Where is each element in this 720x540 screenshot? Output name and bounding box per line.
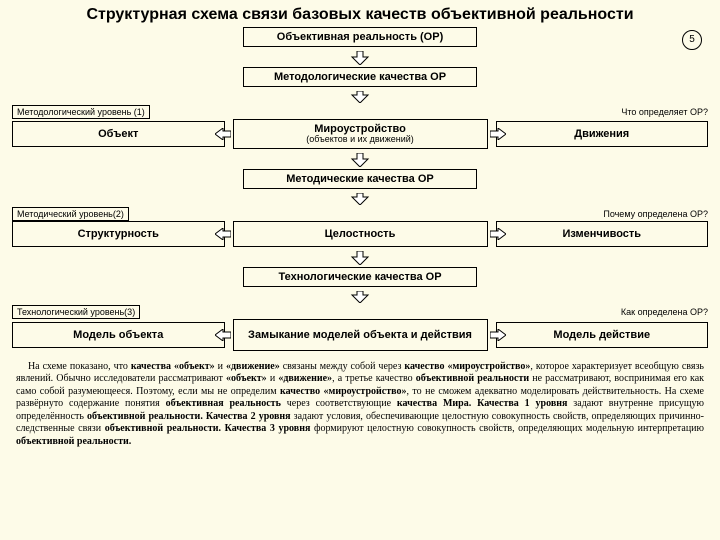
arrow-down-icon (12, 153, 708, 167)
section-0: Методологические качества ОР Методологич… (12, 51, 708, 149)
left-box: Объект (12, 121, 225, 147)
arrow-left-icon (215, 329, 231, 341)
page-number-badge: 5 (682, 30, 702, 50)
arrow-right-icon (490, 128, 506, 140)
level-tag: Методический уровень(2) (12, 207, 129, 221)
section-2: Технологические качества ОР Технологичес… (12, 251, 708, 351)
center-box: Замыкание моделей объекта и действия (233, 319, 488, 351)
left-box: Структурность (12, 221, 225, 247)
left-box: Модель объекта (12, 322, 225, 348)
arrow-down-icon (12, 251, 708, 265)
page-title: Структурная схема связи базовых качеств … (0, 0, 720, 27)
arrow-left-icon (215, 128, 231, 140)
level-tag: Технологический уровень(3) (12, 305, 140, 319)
top-box: Объективная реальность (ОР) (243, 27, 477, 47)
level-tag: Методологический уровень (1) (12, 105, 150, 119)
right-box: Модель действие (496, 322, 709, 348)
arrow-down-icon (12, 91, 708, 103)
arrow-down-icon (12, 291, 708, 303)
diagram: Объективная реальность (ОР) Методологиче… (0, 27, 720, 351)
section-header: Методологические качества ОР (243, 67, 477, 87)
arrow-down-icon (12, 193, 708, 205)
arrow-down-icon (12, 51, 708, 65)
right-box: Движения (496, 121, 709, 147)
center-box: Мироустройство (объектов и их движений) (233, 119, 488, 149)
level-question: Как определена ОР? (621, 307, 708, 317)
right-box: Изменчивость (496, 221, 709, 247)
level-question: Почему определена ОР? (603, 209, 708, 219)
section-header: Технологические качества ОР (243, 267, 477, 287)
center-box: Целостность (233, 221, 488, 247)
level-question: Что определяет ОР? (621, 107, 708, 117)
section-header: Методические качества ОР (243, 169, 477, 189)
arrow-right-icon (490, 329, 506, 341)
footer-paragraph: На схеме показано, что качества «объект»… (0, 355, 720, 449)
center-sub: (объектов и их движений) (306, 135, 414, 145)
section-1: Методические качества ОР Методический ур… (12, 153, 708, 247)
arrow-left-icon (215, 228, 231, 240)
arrow-right-icon (490, 228, 506, 240)
